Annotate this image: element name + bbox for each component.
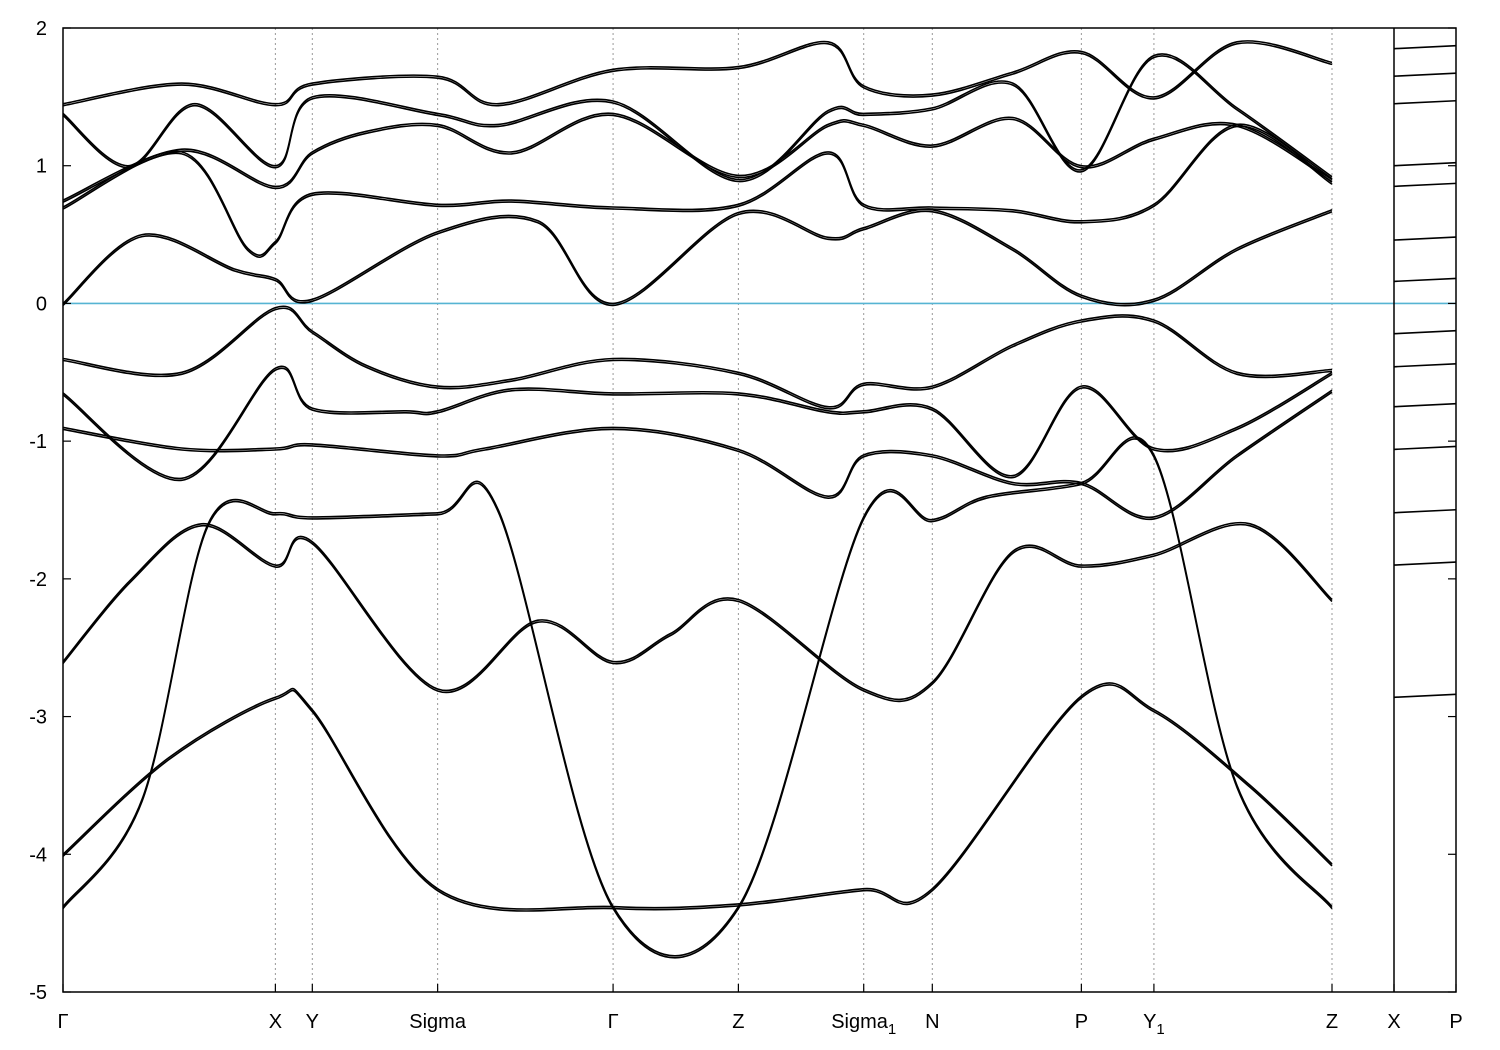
right-panel-level [1393,182,1457,188]
band-line-10-pair [63,55,1333,183]
x-tick-label: Z [1326,1011,1338,1033]
right-panel-level [1393,277,1457,283]
plot-frame [62,27,1457,993]
band-line-6-pair [63,307,1333,410]
band-line-3 [63,436,1333,957]
band-line-7-pair [63,210,1333,307]
x-tick-label: P [1449,1011,1462,1033]
right-panel-levels [1393,44,1457,699]
right-panel-level [1393,72,1457,77]
right-panel-level [1393,402,1457,408]
right-panel-level [1393,236,1457,241]
x-tick-label: Z [732,1011,744,1033]
symmetry-grid-lines [274,28,1395,992]
right-panel-level [1393,44,1457,50]
band-line-8 [63,123,1333,256]
band-line-5 [63,389,1333,519]
x-tick-label: Sigma [409,1011,467,1033]
y-tick-label: -5 [29,982,47,1004]
band-line-7 [63,208,1333,305]
band-line-11-pair [63,42,1333,107]
y-tick-label: -2 [29,569,47,591]
band-line-4-pair [63,367,1333,482]
x-tick-label: Γ [608,1011,619,1033]
y-tick-label: -1 [29,431,47,453]
y-tick-label: -3 [29,707,47,729]
right-panel-level [1393,329,1457,335]
band-line-1-pair [63,523,1333,703]
band-line-9-pair [63,114,1333,203]
right-panel-level [1393,693,1457,699]
band-line-1 [63,521,1333,701]
y-tick-label: -4 [29,844,47,866]
x-tick-label: Γ [57,1011,68,1033]
right-panel-level [1393,561,1457,566]
x-tick-label: N [925,1011,939,1033]
y-axis-ticks: 2 1 0 -1 -2 -3 -4 -5 [29,18,1456,1004]
band-line-10 [63,53,1333,181]
y-tick-label: 1 [36,156,47,178]
x-tick-label: Y [306,1011,319,1033]
band-line-6 [63,305,1333,408]
y-tick-label: 2 [36,18,47,40]
right-panel-level [1393,508,1457,514]
right-panel-level [1393,362,1457,368]
x-tick-label: Sigma1 [831,1011,896,1038]
x-tick-label: X [1387,1011,1400,1033]
band-series [63,40,1333,959]
band-line-2 [63,682,1333,910]
band-line-2-pair [63,684,1333,912]
band-line-11 [63,40,1333,105]
right-panel-level [1393,99,1457,105]
band-line-5-pair [63,391,1333,521]
band-line-4 [63,365,1333,480]
y-tick-label: 0 [36,293,47,315]
x-tick-label: P [1075,1011,1088,1033]
band-line-8-pair [63,125,1333,258]
right-panel-level [1393,161,1457,167]
band-line-9 [63,112,1333,201]
x-tick-label: X [269,1011,282,1033]
right-panel-level [1393,445,1457,451]
x-tick-label: Y1 [1143,1011,1165,1038]
